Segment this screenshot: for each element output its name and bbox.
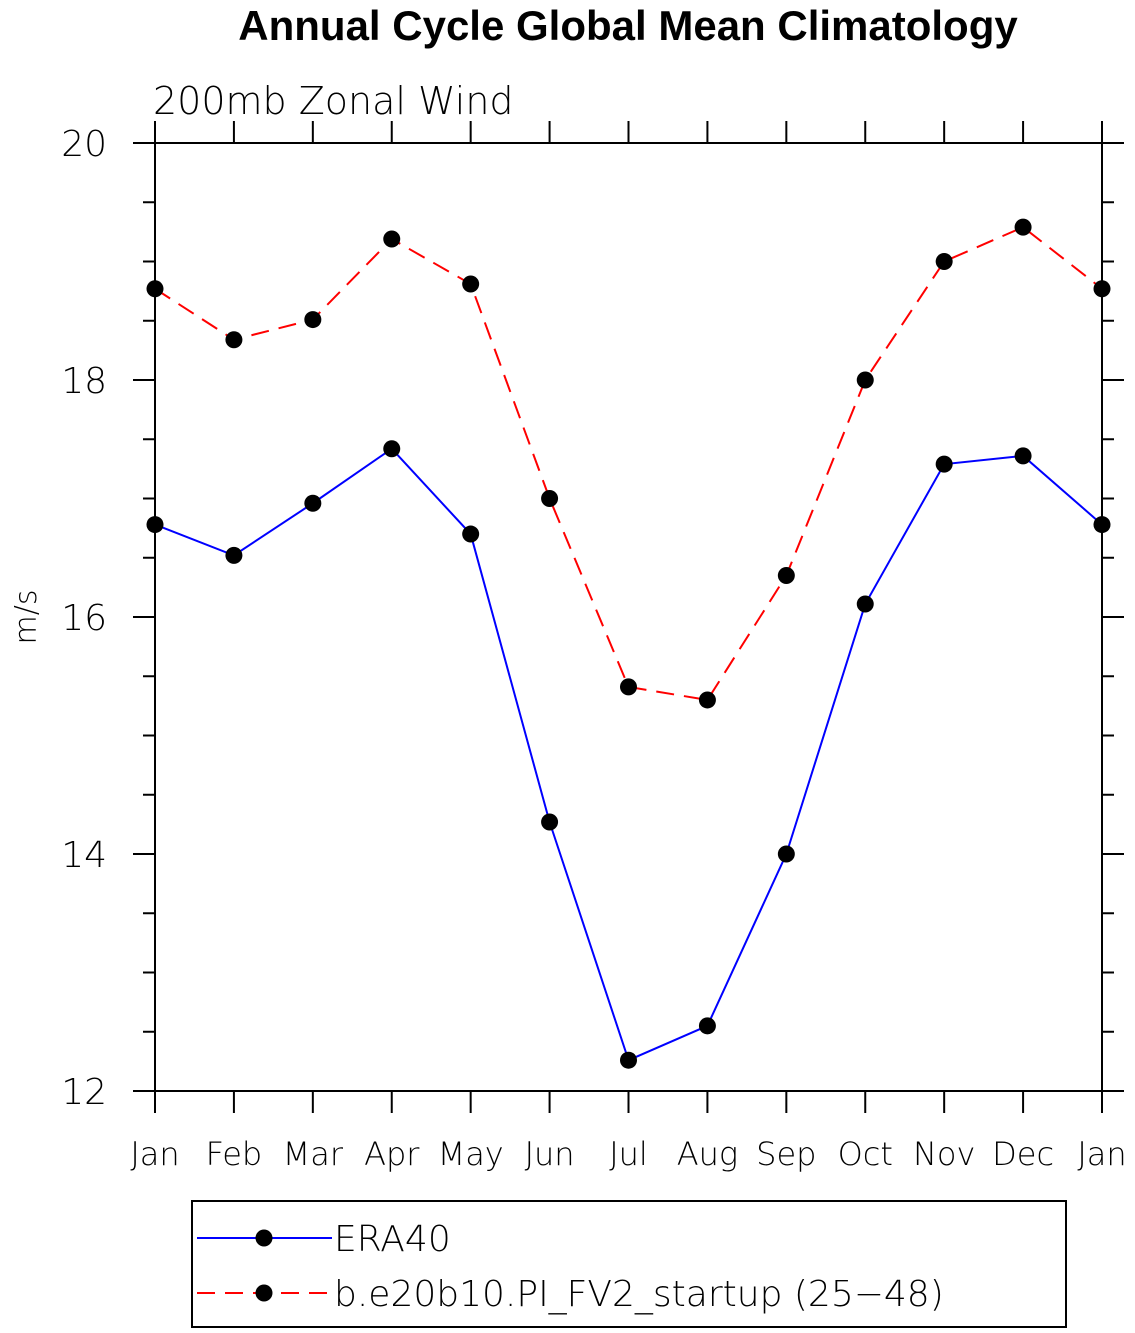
legend-marker [255, 1229, 273, 1247]
y-tick-label: 12 [61, 1072, 107, 1113]
legend: ERA40 b.e20b10.PI_FV2_startup (25−48) [191, 1200, 1067, 1328]
x-tick-label: Aug [677, 1135, 738, 1173]
data-point [225, 546, 243, 564]
series-line-2 [154, 225, 1103, 702]
data-point [383, 440, 401, 458]
x-tick-label: Jun [525, 1135, 575, 1173]
data-point [225, 331, 243, 349]
x-tick-labels: Jan Feb Mar Apr May Jun Jul Aug Sep Oct Nov Dec Jan [130, 1135, 1126, 1173]
data-point [304, 311, 322, 329]
x-tick-label: Nov [913, 1135, 975, 1173]
data-point [935, 253, 953, 270]
data-point [698, 691, 716, 709]
x-tick-label: May [438, 1135, 504, 1173]
x-tick-label: Jul [609, 1135, 648, 1173]
plot-frame [154, 142, 1103, 1092]
x-tick-label: Jan [1077, 1135, 1126, 1173]
y-tick-label: 20 [61, 124, 107, 165]
data-point [462, 275, 480, 293]
data-point [1014, 218, 1032, 236]
x-tick-label: Feb [206, 1135, 263, 1173]
data-point [856, 371, 874, 389]
data-point [541, 490, 559, 507]
x-tick-label: Apr [364, 1135, 420, 1173]
data-point [383, 230, 401, 248]
data-point [304, 494, 322, 512]
chart-title: Annual Cycle Global Mean Climatology [238, 2, 1018, 49]
data-point [620, 678, 637, 696]
x-tick-label: Sep [756, 1135, 816, 1173]
legend-box [191, 1200, 1067, 1328]
axis-ticks [133, 121, 1124, 1113]
data-point [698, 1017, 716, 1035]
x-tick-label: Oct [838, 1135, 893, 1173]
data-point [620, 1051, 637, 1069]
x-tick-label: Mar [283, 1135, 344, 1173]
data-point [777, 567, 795, 585]
x-tick-label: Jan [130, 1135, 179, 1173]
legend-label-2: b.e20b10.PI_FV2_startup (25−48) [334, 1274, 944, 1315]
series-line-1 [154, 447, 1103, 1062]
plot-series [146, 218, 1111, 1069]
y-tick-label: 18 [61, 361, 107, 402]
data-point [935, 455, 953, 473]
y-tick-label: 16 [61, 598, 107, 639]
chart-subtitle: 200mb Zonal Wind [153, 79, 514, 123]
data-point [541, 813, 559, 831]
x-tick-label: Dec [992, 1135, 1054, 1173]
data-point [462, 525, 480, 543]
data-point [856, 595, 874, 613]
data-point [777, 845, 795, 863]
y-tick-label: 14 [61, 835, 107, 876]
y-tick-labels: 12 14 16 18 20 [61, 124, 107, 1113]
legend-label-1: ERA40 [334, 1219, 451, 1260]
data-point [1014, 447, 1032, 465]
y-axis-label: m/s [9, 590, 44, 645]
legend-marker [255, 1284, 273, 1302]
